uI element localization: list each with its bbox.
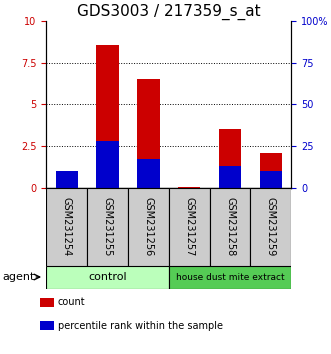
Text: percentile rank within the sample: percentile rank within the sample bbox=[58, 321, 223, 331]
Bar bbox=[137, 80, 160, 188]
Text: GSM231254: GSM231254 bbox=[62, 197, 72, 256]
Text: agent: agent bbox=[2, 272, 35, 282]
Bar bbox=[87, 188, 128, 266]
Bar bbox=[46, 188, 87, 266]
Bar bbox=[251, 188, 291, 266]
Bar bbox=[56, 171, 78, 188]
Text: count: count bbox=[58, 297, 85, 307]
Text: GSM231256: GSM231256 bbox=[143, 197, 153, 256]
Text: house dust mite extract: house dust mite extract bbox=[176, 273, 284, 281]
Bar bbox=[178, 187, 201, 188]
Bar bbox=[96, 45, 119, 188]
Bar bbox=[219, 166, 241, 188]
Bar bbox=[40, 298, 54, 307]
Bar bbox=[210, 188, 251, 266]
Bar bbox=[169, 266, 291, 289]
Bar bbox=[169, 188, 210, 266]
Bar bbox=[137, 159, 160, 188]
Bar bbox=[56, 183, 78, 188]
Bar bbox=[40, 321, 54, 330]
Text: control: control bbox=[88, 272, 127, 282]
Text: GSM231258: GSM231258 bbox=[225, 197, 235, 256]
Text: GSM231257: GSM231257 bbox=[184, 197, 194, 256]
Text: GSM231255: GSM231255 bbox=[103, 197, 113, 256]
Bar bbox=[260, 171, 282, 188]
Title: GDS3003 / 217359_s_at: GDS3003 / 217359_s_at bbox=[77, 4, 260, 20]
Bar bbox=[260, 153, 282, 188]
Bar bbox=[219, 130, 241, 188]
Text: GSM231259: GSM231259 bbox=[266, 197, 276, 256]
Bar bbox=[46, 266, 169, 289]
Bar bbox=[128, 188, 169, 266]
Bar bbox=[96, 141, 119, 188]
